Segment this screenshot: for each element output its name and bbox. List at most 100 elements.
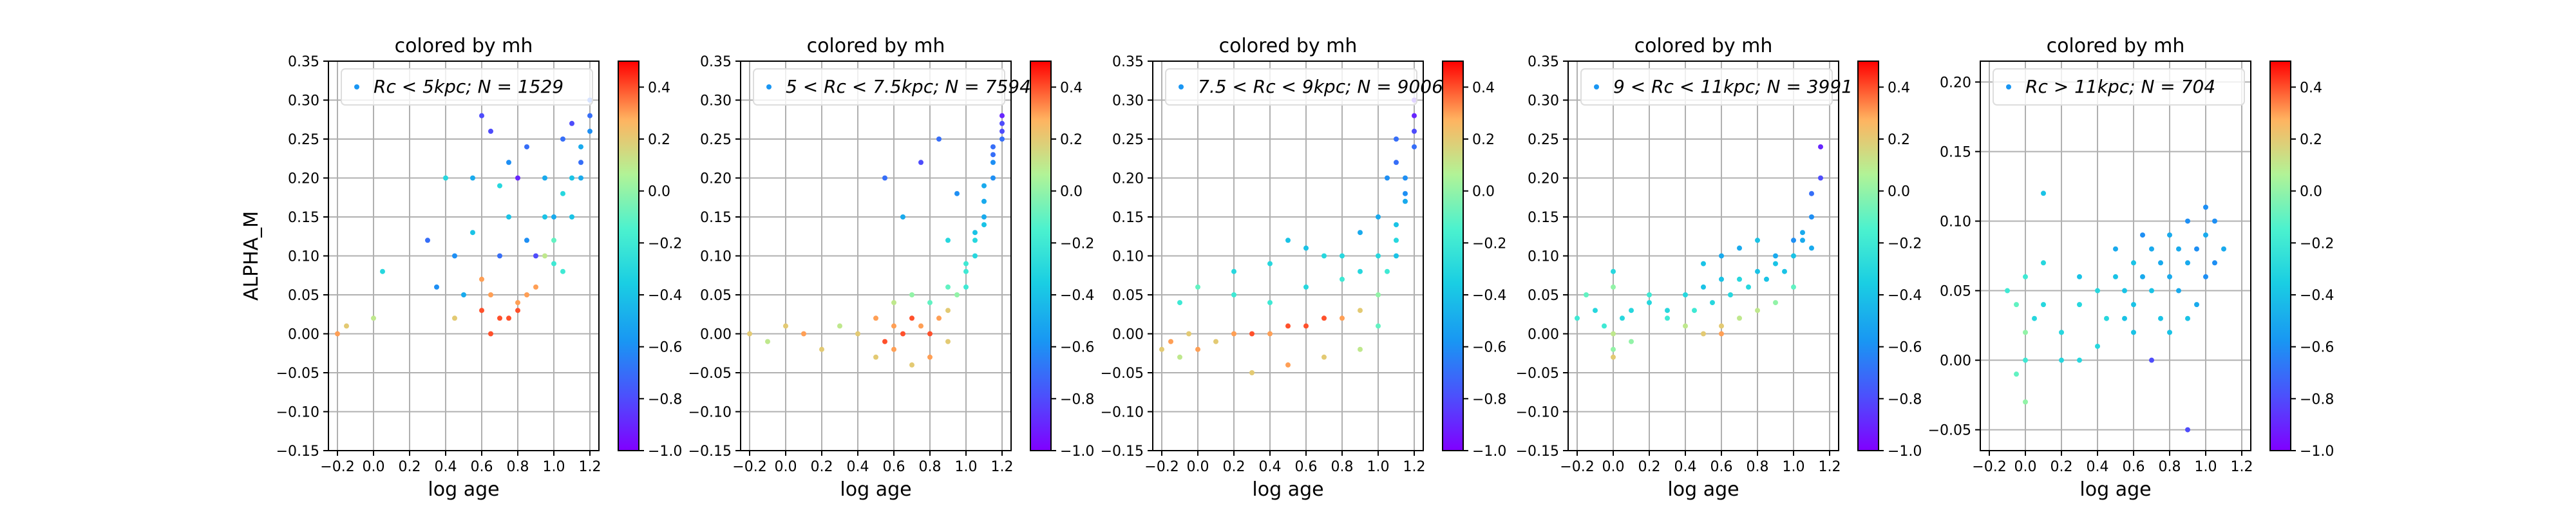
colorbar-gradient <box>1030 61 1052 451</box>
data-point <box>2104 315 2109 321</box>
data-point <box>900 331 905 337</box>
data-point <box>1340 276 1345 282</box>
data-point <box>1168 339 1173 344</box>
data-point <box>2131 260 2136 266</box>
data-point <box>1358 308 1363 314</box>
data-point <box>1403 198 1408 204</box>
chart-panel-5: −0.2 0.0 0.2 0.4 0.6 0.8 1.0 1.2 −0.05 0.00 0.05 0.… <box>1928 35 2334 501</box>
x-axis-label: log age <box>840 478 911 501</box>
x-axis-label: log age <box>428 478 499 501</box>
x-tick-label: 0.0 <box>775 459 797 475</box>
y-tick-label: −0.05 <box>276 366 319 382</box>
data-point <box>2077 302 2082 308</box>
colorbar-tick-label: 0.4 <box>648 80 670 96</box>
data-point <box>1231 268 1236 274</box>
colorbar-tick-label: 0.2 <box>2300 132 2322 148</box>
data-point <box>578 160 583 165</box>
data-point <box>2041 191 2046 196</box>
data-point <box>963 284 969 290</box>
data-point <box>1719 276 1724 282</box>
y-tick-label: −0.15 <box>276 444 319 460</box>
legend-marker <box>354 84 359 89</box>
colorbar: −1.0 −0.8 −0.6 −0.4 −0.2 0.0 0.2 0.4 <box>2269 61 2334 460</box>
data-point <box>2023 357 2028 363</box>
y-tick-label: 0.15 <box>1528 210 1559 226</box>
data-point <box>1809 245 1814 251</box>
y-tick-label: 0.10 <box>1940 214 1971 230</box>
data-point <box>2176 246 2181 252</box>
y-tick-label: 0.05 <box>1528 288 1559 304</box>
x-tick-label: 0.6 <box>1710 459 1733 475</box>
data-point <box>2185 260 2190 266</box>
data-point <box>569 214 574 220</box>
y-axis-label: ALPHA_M <box>240 211 263 301</box>
data-point <box>1791 253 1796 259</box>
y-tick-label: −0.15 <box>688 444 732 460</box>
data-point <box>954 191 960 196</box>
data-point <box>1584 292 1589 297</box>
data-point <box>1647 292 1652 297</box>
data-point <box>2140 274 2145 279</box>
data-point <box>1800 238 1805 243</box>
legend-label: Rc > 11kpc; N = 704 <box>2025 76 2215 97</box>
data-point <box>560 191 565 196</box>
data-point <box>1358 346 1363 352</box>
chart-title: colored by mh <box>1634 35 1773 57</box>
legend-label: 7.5 < Rc < 9kpc; N = 9006 <box>1198 76 1443 97</box>
y-tick-label: 0.20 <box>1528 171 1559 187</box>
data-point <box>1719 253 1724 259</box>
data-point <box>855 331 860 337</box>
data-point <box>1791 284 1796 290</box>
data-point <box>1773 253 1778 259</box>
y-tick-label: −0.05 <box>1101 366 1144 382</box>
data-point <box>1665 315 1670 321</box>
data-point <box>2023 330 2028 335</box>
data-point <box>972 253 978 259</box>
data-point <box>578 144 583 150</box>
y-tick-label: 0.20 <box>288 171 319 187</box>
data-point <box>1376 323 1381 329</box>
data-point <box>1611 354 1616 360</box>
data-point <box>488 128 493 134</box>
data-point <box>506 214 511 220</box>
data-point <box>1782 268 1787 274</box>
data-point <box>2014 302 2019 308</box>
data-point <box>1340 315 1345 321</box>
data-point <box>1177 354 1182 360</box>
data-point <box>2032 315 2037 321</box>
data-point <box>587 113 592 118</box>
colorbar-tick-label: −0.8 <box>1888 391 1922 407</box>
legend: Rc < 5kpc; N = 1529 <box>341 68 593 106</box>
data-point <box>497 183 502 189</box>
data-point <box>470 230 475 236</box>
y-tick-label: 0.30 <box>700 93 732 109</box>
data-point <box>1412 113 1417 118</box>
colorbar-tick-label: 0.0 <box>1060 184 1083 200</box>
data-point <box>1394 253 1399 259</box>
data-point <box>2041 260 2046 266</box>
data-point <box>1701 331 1706 337</box>
x-tick-label: −0.2 <box>1972 459 2006 475</box>
data-point <box>2023 399 2028 405</box>
data-point <box>2113 274 2118 279</box>
data-point <box>1737 245 1742 251</box>
data-point <box>1710 300 1715 306</box>
x-tick-label: 1.0 <box>1367 459 1390 475</box>
y-tick-label: 0.25 <box>288 132 319 148</box>
legend-box <box>341 68 593 106</box>
x-tick-label: 0.2 <box>1223 459 1245 475</box>
x-tick-label: 0.4 <box>2087 459 2109 475</box>
data-point <box>936 315 942 321</box>
x-tick-label: 1.2 <box>2231 459 2253 475</box>
x-tick-label: 0.2 <box>399 459 421 475</box>
colorbar-tick-label: −1.0 <box>1888 444 1922 460</box>
x-tick-label: −0.2 <box>732 459 766 475</box>
data-point <box>2131 330 2136 335</box>
colorbar-tick-label: −0.8 <box>2300 391 2334 407</box>
y-tick-label: 0.20 <box>1112 171 1144 187</box>
data-point <box>2122 315 2127 321</box>
y-tick-label: 0.20 <box>1940 75 1971 91</box>
x-tick-label: 0.2 <box>1638 459 1661 475</box>
data-point <box>497 315 502 321</box>
colorbar-tick-label: −1.0 <box>1060 444 1094 460</box>
